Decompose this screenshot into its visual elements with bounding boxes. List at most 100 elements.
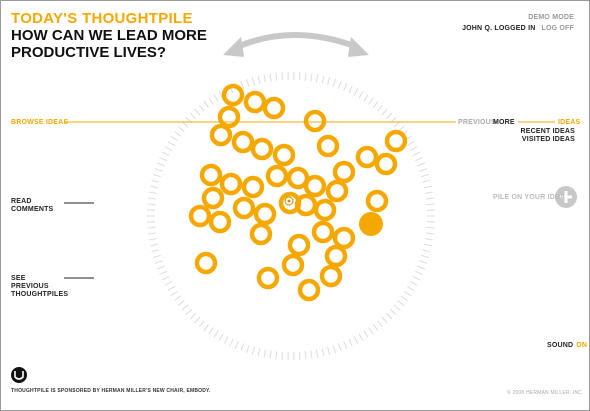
idea-ring[interactable] xyxy=(262,96,286,120)
page-title: HOW CAN WE LEAD MORE PRODUCTIVE LIVES? xyxy=(11,27,207,61)
dial-tick xyxy=(174,130,182,137)
dial-tick xyxy=(415,156,423,162)
idea-ring[interactable] xyxy=(249,222,273,246)
dial-tick xyxy=(315,74,319,83)
dial-tick xyxy=(159,156,167,162)
idea-ring[interactable] xyxy=(221,83,245,107)
pile-on-your-idea-link[interactable]: PILE ON YOUR IDEA xyxy=(493,194,566,201)
idea-ring[interactable] xyxy=(272,143,296,167)
idea-ring[interactable] xyxy=(311,220,335,244)
dial-tick xyxy=(368,97,374,105)
dial-tick xyxy=(177,126,185,132)
dial-tick xyxy=(419,168,428,172)
dial-tick xyxy=(421,254,429,259)
idea-ring[interactable] xyxy=(355,145,379,169)
idea-ring[interactable] xyxy=(286,166,310,190)
dial-tick xyxy=(234,341,239,349)
dial-tick xyxy=(417,162,426,167)
idea-ring[interactable] xyxy=(265,164,289,188)
idea-ring[interactable] xyxy=(303,174,327,198)
idea-ring[interactable] xyxy=(188,204,212,228)
dial-tick xyxy=(213,330,219,338)
dial-tick xyxy=(189,112,197,120)
dial-tick xyxy=(393,121,401,128)
dial-tick xyxy=(348,338,353,347)
dial-tick xyxy=(321,75,325,84)
idea-ring[interactable] xyxy=(256,266,280,290)
dial-tick xyxy=(321,348,325,357)
idea-ring[interactable] xyxy=(250,137,274,161)
log-off-link[interactable]: LOG OFF xyxy=(541,25,574,32)
dial-tick xyxy=(425,232,434,235)
see-previous-thoughtpiles-link[interactable]: SEE PREVIOUS THOUGHTPILES xyxy=(11,275,69,298)
browse-ideas-link[interactable]: BROWSE IDEAS xyxy=(11,119,69,126)
idea-ring[interactable] xyxy=(231,130,255,154)
dial-tick xyxy=(419,260,428,264)
idea-center-icon[interactable] xyxy=(284,196,294,206)
read-comments-link[interactable]: READ COMMENTS xyxy=(11,198,54,213)
idea-ring[interactable] xyxy=(241,175,265,199)
visited-ideas-link[interactable]: VISITED IDEAS xyxy=(521,136,575,143)
dial-tick xyxy=(263,349,267,358)
sound-on-button[interactable]: ON xyxy=(576,342,588,349)
idea-ring[interactable] xyxy=(313,198,337,222)
dial-tick xyxy=(422,249,431,253)
dial-tick xyxy=(147,226,156,229)
dial-tick xyxy=(229,338,234,347)
idea-ring[interactable] xyxy=(297,278,321,302)
dial-tick xyxy=(385,112,393,120)
dial-tick xyxy=(343,83,348,91)
idea-ring[interactable] xyxy=(374,152,398,176)
dial-tick xyxy=(153,254,161,259)
dial-tick xyxy=(156,162,165,167)
idea-ring[interactable] xyxy=(194,251,218,275)
idea-ring[interactable] xyxy=(199,163,223,187)
dial-tick xyxy=(423,243,432,247)
dial-tick xyxy=(377,320,384,328)
plus-circle-icon[interactable] xyxy=(555,186,577,208)
idea-ring[interactable] xyxy=(253,202,277,226)
dial-tick xyxy=(343,341,348,349)
dial-tick xyxy=(315,349,319,358)
idea-ring[interactable] xyxy=(316,134,340,158)
idea-ring[interactable] xyxy=(208,210,232,234)
idea-ring[interactable] xyxy=(319,264,343,288)
idea-ring[interactable] xyxy=(219,172,243,196)
dial-tick xyxy=(208,97,214,105)
idea-ring[interactable] xyxy=(365,189,389,213)
idea-pile xyxy=(188,83,408,302)
idea-ring[interactable] xyxy=(281,253,305,277)
idea-ring[interactable] xyxy=(232,196,256,220)
idea-ring[interactable] xyxy=(325,179,349,203)
idea-ring[interactable] xyxy=(384,129,408,153)
dial-tick xyxy=(417,265,426,270)
double-arrow-curve-icon[interactable] xyxy=(223,32,369,57)
dial-tick xyxy=(161,151,170,156)
dial-tick xyxy=(281,72,283,81)
idea-ring[interactable] xyxy=(324,244,348,268)
previous-link[interactable]: PREVIOUS xyxy=(458,119,496,126)
dial-tick xyxy=(332,78,336,87)
idea-ring[interactable] xyxy=(332,160,356,184)
more-link[interactable]: MORE xyxy=(493,119,515,126)
idea-ring[interactable] xyxy=(303,109,327,133)
dial-tick xyxy=(246,78,250,87)
selected-idea-dot[interactable] xyxy=(359,212,383,236)
dial-tick xyxy=(299,72,301,81)
idea-ring[interactable] xyxy=(209,123,233,147)
dial-tick xyxy=(151,179,160,183)
dial-tick xyxy=(385,312,393,320)
dial-tick xyxy=(358,91,364,99)
idea-ring[interactable] xyxy=(217,105,241,129)
idea-ring[interactable] xyxy=(201,186,225,210)
ideas-link[interactable]: IDEAS xyxy=(558,119,581,126)
recent-ideas-link[interactable]: RECENT IDEAS xyxy=(520,128,575,135)
dial-tick xyxy=(409,281,418,286)
dial-tick xyxy=(348,85,353,94)
idea-ring[interactable] xyxy=(243,90,267,114)
idea-ring[interactable] xyxy=(332,226,356,250)
dial-tick xyxy=(353,336,359,344)
dial-tick xyxy=(337,343,342,352)
idea-ring[interactable] xyxy=(287,233,311,257)
dial-tick xyxy=(337,80,342,89)
